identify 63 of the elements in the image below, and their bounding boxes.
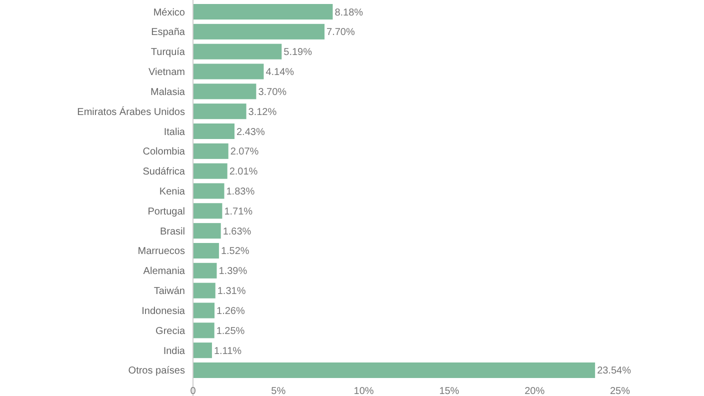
data-label: 1.25% — [216, 326, 245, 337]
x-tick-label: 25% — [610, 386, 630, 396]
data-label: 2.07% — [230, 146, 259, 158]
x-tick-label: 15% — [439, 386, 460, 396]
y-tick-label: Portugal — [148, 206, 185, 218]
bar — [193, 84, 256, 100]
y-tick-label: Colombia — [142, 146, 186, 158]
y-tick-label: Otros países — [128, 366, 185, 377]
y-tick-label: Malasia — [150, 86, 186, 98]
bar — [193, 163, 228, 179]
bar — [193, 223, 221, 239]
y-tick-label: India — [163, 346, 186, 357]
data-label: 7.70% — [326, 27, 355, 38]
bar — [193, 143, 228, 159]
bar — [193, 322, 214, 338]
bar — [193, 342, 212, 358]
y-tick-label: Indonesia — [142, 306, 186, 317]
bar — [193, 64, 264, 80]
bar — [193, 4, 333, 20]
data-label: 1.71% — [224, 206, 253, 218]
data-label: 2.01% — [229, 166, 258, 178]
data-label: 3.70% — [258, 86, 287, 98]
y-tick-label: Vietnam — [148, 67, 185, 78]
data-label: 2.43% — [236, 126, 265, 138]
x-tick-label: 0 — [190, 386, 196, 396]
y-tick-label: Brasil — [160, 226, 185, 238]
y-tick-label: Turquía — [150, 47, 186, 58]
x-tick-label: 10% — [354, 386, 374, 396]
bar — [193, 262, 217, 278]
data-label: 1.83% — [226, 186, 255, 198]
y-tick-label: Emiratos Árabes Unidos — [77, 106, 185, 118]
bar — [193, 123, 235, 140]
y-tick-label: Taiwán — [154, 286, 185, 298]
bar — [193, 362, 596, 378]
data-label: 1.26% — [216, 306, 245, 317]
data-label: 5.19% — [284, 47, 312, 58]
bar — [193, 282, 216, 298]
x-tick-label: 5% — [271, 386, 286, 396]
data-label: 1.52% — [220, 246, 250, 258]
bar — [193, 242, 219, 259]
data-label: 23.54% — [597, 366, 632, 377]
bar — [193, 44, 282, 60]
data-label: 8.18% — [334, 7, 364, 18]
y-tick-label: Grecia — [156, 326, 186, 337]
bar — [193, 24, 325, 40]
y-tick-label: México — [153, 7, 186, 18]
data-label: 1.11% — [214, 346, 242, 357]
bar — [193, 183, 224, 199]
y-tick-label: Italia — [164, 126, 186, 138]
y-tick-label: Alemania — [143, 266, 186, 278]
data-label: 1.31% — [217, 286, 246, 298]
data-label: 3.12% — [248, 106, 277, 118]
x-tick-label: 20% — [524, 386, 545, 396]
y-tick-label: Marruecos — [138, 246, 185, 258]
bar — [193, 203, 222, 219]
y-tick-label: España — [151, 27, 186, 38]
data-label: 1.63% — [222, 226, 252, 238]
data-label: 4.14% — [266, 67, 294, 78]
bar — [193, 104, 246, 120]
bar — [193, 302, 215, 318]
data-label: 1.39% — [218, 266, 248, 278]
y-tick-label: Kenia — [159, 186, 186, 198]
y-tick-label: Sudáfrica — [142, 166, 186, 178]
